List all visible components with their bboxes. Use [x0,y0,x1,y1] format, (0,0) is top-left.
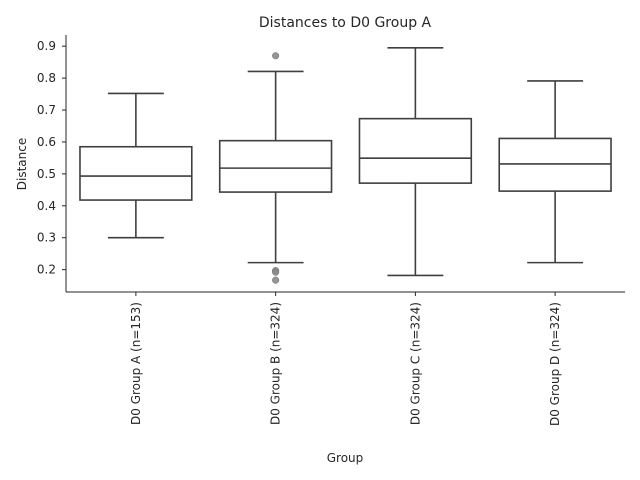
x-tick-label: D0 Group A (n=153) [129,302,143,425]
y-tick-label: 0.5 [37,167,56,181]
chart-title: Distances to D0 Group A [259,15,432,31]
y-axis-ticks: 0.2 0.3 0.4 0.5 0.6 0.7 0.8 0.9 [37,39,66,277]
x-tick-label: D0 Group C (n=324) [408,302,422,425]
y-tick-label: 0.8 [37,71,56,85]
outlier-point [272,268,280,276]
box-group [358,46,473,277]
box-group [218,52,333,284]
y-tick-label: 0.3 [37,231,56,245]
y-tick-label: 0.2 [37,263,56,277]
box-group [79,92,193,239]
y-tick-label: 0.7 [37,103,56,117]
y-tick-label: 0.6 [37,135,56,149]
box-series [79,46,612,284]
outlier-point [272,276,280,284]
y-tick-label: 0.4 [37,199,56,213]
box-group [498,80,612,264]
box-iqr [358,117,473,184]
box-iqr [218,139,333,193]
y-axis-label: Distance [15,138,29,190]
outlier-point [272,52,280,60]
x-tick-label: D0 Group B (n=324) [269,302,283,425]
box-iqr [79,145,193,201]
x-tick-label: D0 Group D (n=324) [548,302,562,426]
x-axis-ticks: D0 Group A (n=153) D0 Group B (n=324) D0 G… [129,292,562,426]
x-axis-label: Group [327,451,364,465]
y-tick-label: 0.9 [37,39,56,53]
